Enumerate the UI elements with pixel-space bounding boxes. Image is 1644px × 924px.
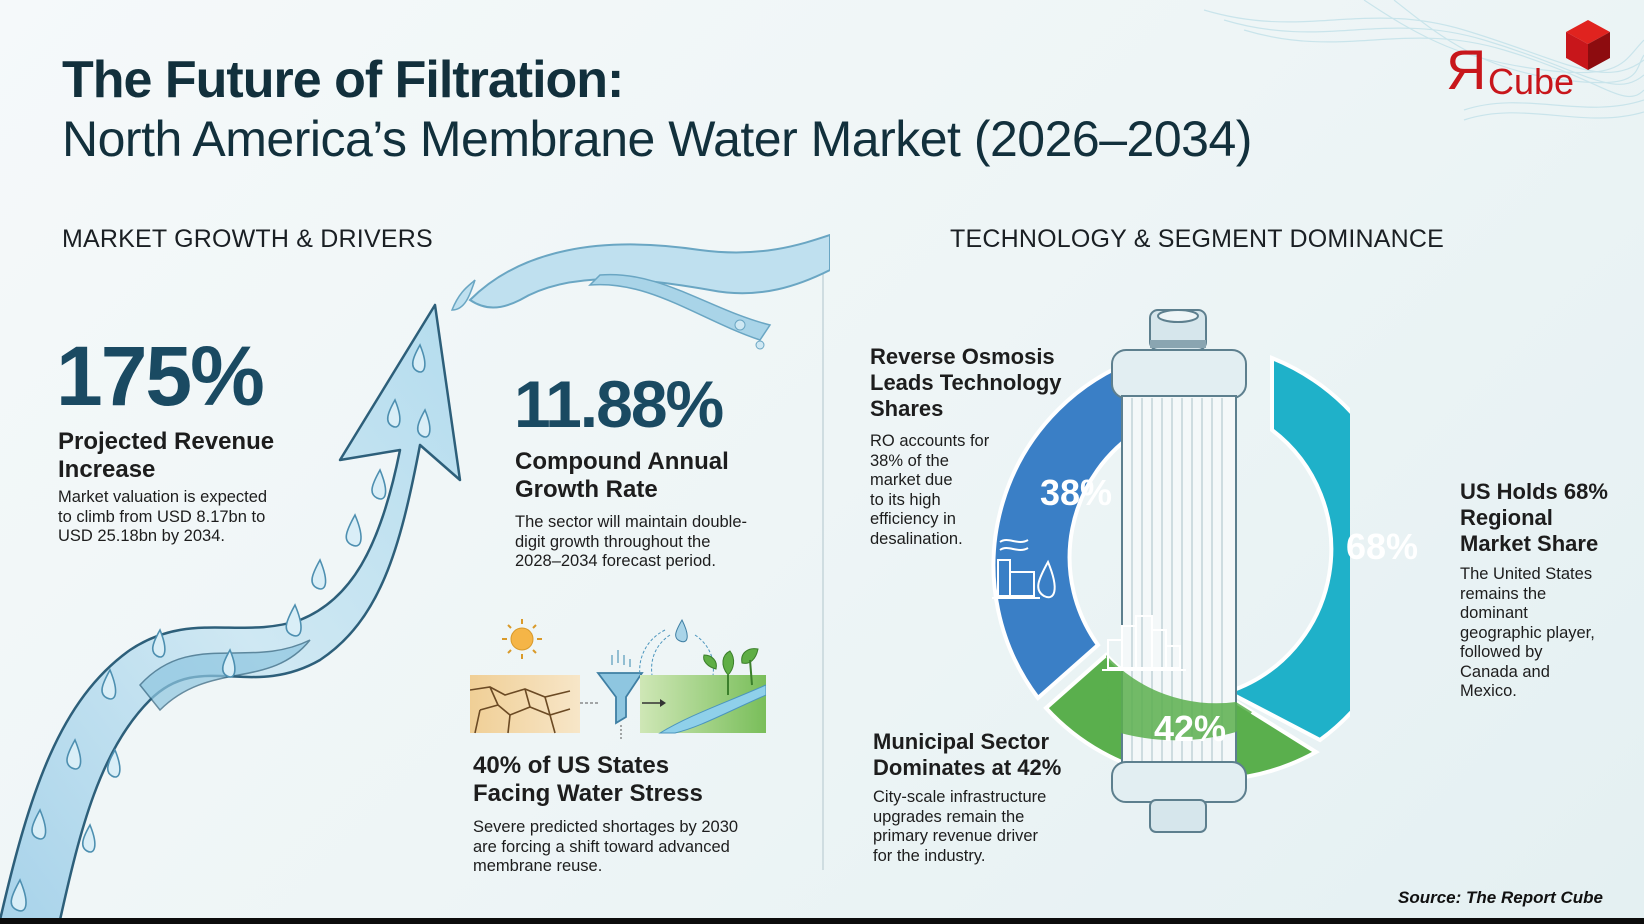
callout-desc-municipal: City-scale infrastructure upgrades remai… bbox=[873, 788, 1046, 866]
stat-desc-line: membrane reuse. bbox=[473, 857, 603, 875]
callout-desc-line: to its high bbox=[870, 490, 941, 509]
stat-desc-line: USD 25.18bn by 2034. bbox=[58, 527, 225, 545]
callout-desc-line: primary revenue driver bbox=[873, 827, 1039, 845]
callout-title-line: US Holds 68% bbox=[1460, 479, 1608, 504]
stat-desc-water-stress: Severe predicted shortages by 2030 are f… bbox=[473, 818, 738, 877]
stat-title-water-stress: 40% of US States Facing Water Stress bbox=[473, 752, 703, 808]
callout-desc-ro: RO accounts for 38% of the market due to… bbox=[870, 432, 989, 549]
stat-value-cagr: 11.88% bbox=[514, 367, 724, 441]
stat-title-line: Increase bbox=[58, 456, 156, 483]
callout-desc-line: Canada and bbox=[1460, 662, 1550, 681]
stat-desc-line: The sector will maintain double- bbox=[515, 513, 748, 531]
logo-text: Cube bbox=[1488, 61, 1575, 102]
membrane-filter-cartridge-icon bbox=[1111, 309, 1247, 833]
callout-title-line: Reverse Osmosis bbox=[870, 344, 1055, 369]
callout-desc-line: efficiency in bbox=[870, 510, 956, 528]
section-heading-market-growth: MARKET GROWTH & DRIVERS bbox=[62, 225, 433, 253]
stat-title-line: Compound Annual bbox=[515, 448, 729, 475]
stat-title-line: Projected Revenue bbox=[58, 428, 275, 455]
callout-desc-line: for the industry. bbox=[873, 846, 986, 865]
water-arrow-rising-icon bbox=[0, 233, 830, 918]
drought-to-filtered-water-icon bbox=[470, 618, 766, 741]
city-skyline-icon bbox=[1102, 615, 1186, 671]
column-divider bbox=[822, 240, 824, 870]
stat-desc-line: Market valuation is expected bbox=[58, 488, 268, 506]
red-cube-icon bbox=[1566, 20, 1610, 70]
report-cube-logo: Я Cube bbox=[1440, 18, 1620, 102]
stat-desc-line: to climb from USD 8.17bn to bbox=[58, 507, 266, 526]
segment-donut-chart bbox=[991, 309, 1350, 833]
source-credit: Source: The Report Cube bbox=[1398, 888, 1603, 907]
stat-title-line: Growth Rate bbox=[515, 476, 658, 503]
callout-desc-line: market due bbox=[870, 471, 953, 489]
callout-title-ro: Reverse Osmosis Leads Technology Shares bbox=[870, 344, 1062, 422]
stat-desc-line: digit growth throughout the bbox=[515, 532, 711, 551]
callout-title-us: US Holds 68% Regional Market Share bbox=[1460, 479, 1608, 557]
callout-title-municipal: Municipal Sector Dominates at 42% bbox=[873, 729, 1061, 781]
stat-desc-revenue-increase: Market valuation is expected to climb fr… bbox=[58, 488, 267, 547]
donut-label-municipal: 42% bbox=[1154, 708, 1227, 749]
callout-title-line: Market Share bbox=[1460, 531, 1599, 556]
section-heading-technology: TECHNOLOGY & SEGMENT DOMINANCE bbox=[950, 225, 1445, 253]
callout-title-line: Leads Technology bbox=[870, 370, 1062, 395]
callout-desc-line: Mexico. bbox=[1460, 682, 1517, 700]
stat-title-cagr: Compound Annual Growth Rate bbox=[515, 448, 729, 504]
callout-desc-line: geographic player, bbox=[1460, 623, 1595, 642]
stat-desc-line: are forcing a shift toward advanced bbox=[473, 837, 730, 856]
callout-title-line: Municipal Sector bbox=[873, 729, 1050, 754]
stat-desc-line: Severe predicted shortages by 2030 bbox=[473, 818, 739, 836]
callout-desc-line: remains the bbox=[1460, 584, 1547, 603]
desalination-plant-icon bbox=[992, 539, 1056, 599]
stat-title-line: 40% of US States bbox=[473, 752, 670, 779]
callout-desc-line: followed by bbox=[1460, 643, 1543, 661]
callout-desc-line: 38% of the bbox=[870, 451, 949, 470]
page-subtitle: North America’s Membrane Water Market (2… bbox=[62, 111, 1252, 167]
callout-title-line: Shares bbox=[870, 396, 944, 421]
donut-label-us: 68% bbox=[1346, 526, 1419, 567]
callout-title-line: Dominates at 42% bbox=[873, 755, 1062, 780]
donut-label-ro: 38% bbox=[1040, 472, 1113, 513]
callout-desc-line: City-scale infrastructure bbox=[873, 788, 1047, 806]
bottom-border bbox=[0, 918, 1644, 924]
callout-desc-line: dominant bbox=[1460, 604, 1528, 622]
decorative-wave-lines-icon bbox=[1203, 0, 1644, 121]
stat-title-revenue-increase: Projected Revenue Increase bbox=[58, 428, 274, 484]
stat-value-revenue-increase: 175% bbox=[56, 329, 265, 423]
stat-desc-cagr: The sector will maintain double- digit g… bbox=[515, 513, 747, 572]
stat-title-line: Facing Water Stress bbox=[473, 780, 703, 807]
callout-desc-line: RO accounts for bbox=[870, 432, 990, 450]
stat-desc-line: 2028–2034 forecast period. bbox=[515, 552, 716, 570]
logo-mark: Я bbox=[1446, 38, 1487, 101]
callout-desc-line: The United States bbox=[1460, 565, 1593, 583]
callout-desc-us: The United States remains the dominant g… bbox=[1460, 565, 1595, 702]
callout-title-line: Regional bbox=[1460, 505, 1553, 530]
callout-desc-line: desalination. bbox=[870, 529, 963, 548]
page-title: The Future of Filtration: bbox=[62, 51, 624, 109]
callout-desc-line: upgrades remain the bbox=[873, 807, 1025, 826]
